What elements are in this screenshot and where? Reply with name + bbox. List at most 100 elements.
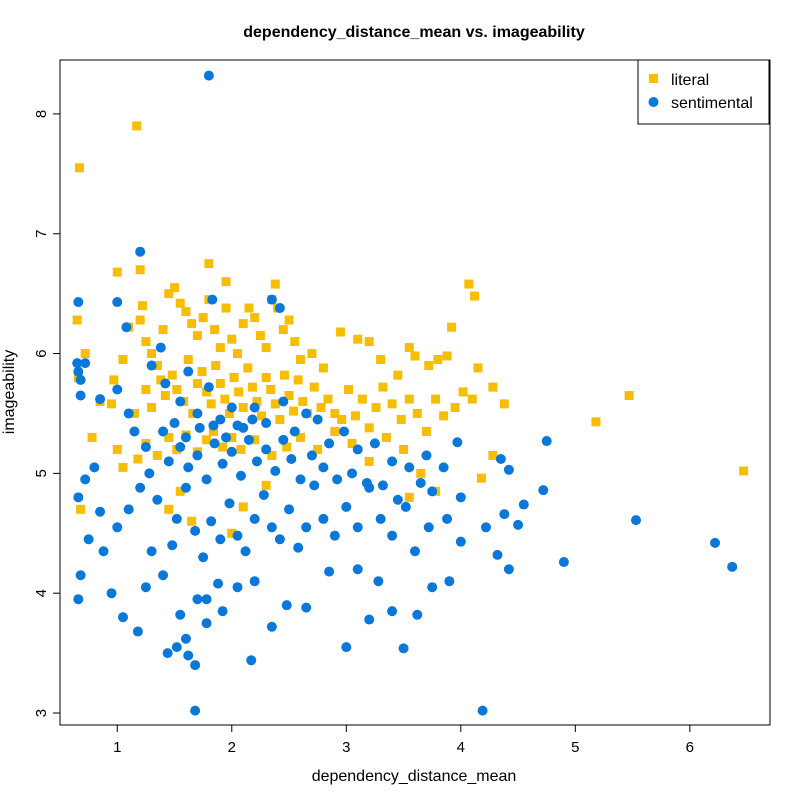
literal-point [255, 331, 265, 341]
sentimental-point [112, 522, 123, 533]
literal-point [221, 277, 231, 287]
literal-point [152, 450, 162, 460]
sentimental-point [295, 474, 306, 485]
sentimental-point [194, 422, 205, 433]
sentimental-point [217, 458, 228, 469]
sentimental-point [75, 570, 86, 581]
sentimental-point [183, 462, 194, 473]
literal-point [227, 432, 237, 442]
literal-point [187, 319, 197, 329]
sentimental-point [203, 70, 214, 81]
literal-point [238, 502, 248, 512]
sentimental-point [158, 426, 169, 437]
sentimental-point [513, 519, 524, 530]
literal-point [118, 462, 128, 472]
x-tick-label: 4 [457, 739, 465, 756]
literal-point [330, 408, 340, 418]
literal-point [164, 504, 174, 514]
literal-point [141, 385, 151, 395]
sentimental-point [226, 446, 237, 457]
literal-point [476, 473, 486, 483]
sentimental-point [341, 501, 352, 512]
literal-point [450, 402, 460, 412]
sentimental-point [727, 561, 738, 572]
literal-point [371, 402, 381, 412]
literal-point [129, 408, 139, 418]
sentimental-point [427, 582, 438, 593]
sentimental-point [73, 492, 84, 503]
sentimental-point [274, 303, 285, 314]
sentimental-point [232, 420, 243, 431]
sentimental-point [421, 450, 432, 461]
sentimental-point [123, 504, 134, 515]
sentimental-point [558, 557, 569, 568]
sentimental-point [710, 537, 721, 548]
sentimental-point [203, 382, 214, 393]
sentimental-point [209, 438, 220, 449]
sentimental-point [481, 522, 491, 533]
literal-point [135, 315, 145, 325]
literal-point [431, 394, 441, 404]
literal-point [393, 370, 403, 380]
sentimental-point [375, 513, 386, 524]
sentimental-point [146, 360, 157, 371]
sentimental-point [361, 477, 372, 488]
sentimental-point [339, 426, 349, 437]
sentimental-point [503, 564, 514, 575]
literal-point [364, 337, 374, 347]
legend-sentimental-marker [648, 97, 659, 107]
sentimental-point [163, 456, 174, 467]
literal-point [467, 394, 477, 404]
y-axis-label: imageability [1, 350, 18, 434]
literal-point [282, 442, 292, 452]
sentimental-point [387, 456, 398, 467]
sentimental-point [247, 414, 258, 425]
literal-point [275, 414, 285, 424]
legend: literal sentimental [637, 59, 770, 125]
sentimental-point [198, 552, 209, 563]
sentimental-point [95, 394, 106, 405]
sentimental-point [341, 642, 352, 653]
sentimental-point [286, 454, 297, 464]
literal-point [197, 367, 207, 377]
literal-point [221, 303, 231, 313]
literal-point [387, 399, 397, 409]
sentimental-point [387, 530, 398, 541]
literal-point [624, 390, 634, 400]
literal-point [284, 390, 294, 400]
sentimental-point [192, 594, 203, 605]
sentimental-point [190, 705, 201, 716]
sentimental-point [318, 513, 329, 524]
literal-point [261, 343, 271, 353]
literal-point [141, 337, 151, 347]
sentimental-point [364, 614, 375, 625]
sentimental-point [455, 536, 466, 547]
sentimental-point [146, 546, 157, 557]
sentimental-point [631, 515, 642, 526]
sentimental-point [455, 492, 466, 503]
sentimental-point [332, 474, 343, 485]
literal-point [442, 351, 452, 361]
sentimental-point [183, 366, 194, 377]
sentimental-point [415, 477, 426, 488]
chart-title: dependency_distance_mean vs. imageabilit… [243, 24, 585, 41]
literal-point [206, 399, 216, 409]
literal-point [227, 334, 237, 344]
sentimental-point [175, 396, 186, 407]
sentimental-point [80, 358, 91, 369]
sentimental-point [129, 426, 140, 437]
sentimental-point [258, 489, 269, 500]
sentimental-point [206, 516, 217, 527]
literal-point [470, 291, 480, 301]
sentimental-point [132, 626, 143, 637]
literal-point [591, 417, 601, 427]
literal-point [170, 283, 180, 293]
literal-point [238, 402, 248, 412]
literal-point [109, 375, 119, 385]
sentimental-point [444, 576, 455, 587]
literal-point [224, 408, 234, 418]
literal-point [76, 504, 86, 514]
literal-point [112, 444, 122, 454]
literal-point [147, 402, 157, 412]
sentimental-point [155, 342, 166, 353]
